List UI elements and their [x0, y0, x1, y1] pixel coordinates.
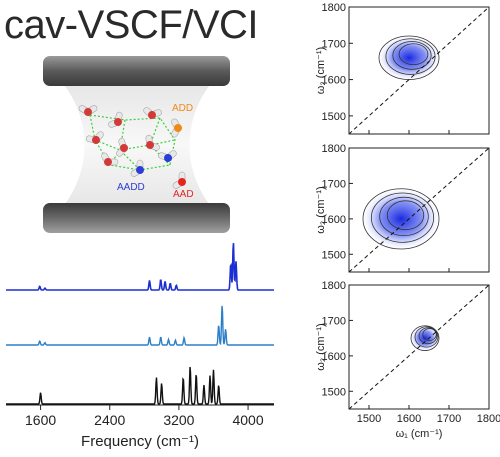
- spectra-x-tick-label: 4000: [232, 412, 263, 428]
- y-tick-label: 1500: [322, 249, 346, 261]
- y-axis-label: ω₂ (cm⁻¹): [315, 47, 327, 94]
- y-axis-label: ω₂ (cm⁻¹): [315, 323, 327, 370]
- contour-line: [414, 326, 439, 348]
- figure-title: cav-VSCF/VCI: [4, 3, 259, 47]
- add-label: ADD: [172, 103, 193, 114]
- spectra-x-tick-label: 3200: [163, 412, 194, 428]
- bottom-mirror: [43, 203, 230, 233]
- cavity-field: [62, 82, 212, 208]
- water-molecule: [85, 131, 104, 144]
- contour-line: [362, 188, 440, 250]
- spectra-x-tick-label: 2400: [94, 412, 125, 428]
- water-molecule: [108, 111, 123, 128]
- water-molecules: [78, 105, 186, 189]
- y-tick-label: 1800: [322, 143, 346, 155]
- spectrum-line-3: [6, 366, 274, 405]
- panel-frame: [348, 284, 490, 410]
- contour-line: [370, 192, 435, 243]
- aad-label: AAD: [173, 189, 194, 200]
- water-molecule: [171, 118, 182, 138]
- water-molecule: [145, 134, 160, 151]
- panel-frame: [348, 6, 490, 135]
- spectrum-line-2: [6, 305, 274, 346]
- ir-spectra: 1600 2400 3200 4000 Frequency (cm⁻¹): [6, 243, 274, 450]
- contour-line: [378, 35, 440, 80]
- contour-line: [379, 196, 429, 237]
- contour-line: [398, 43, 429, 66]
- y-tick-label: 1700: [322, 178, 346, 190]
- two-d-ir-panel-1: 1500 1600 1700 1800 ω₂ (cm⁻¹): [315, 2, 490, 135]
- water-molecule: [78, 105, 98, 116]
- aadd-label: AADD: [117, 182, 145, 193]
- contour-line: [422, 328, 437, 341]
- water-molecule: [158, 150, 177, 162]
- y-tick-label: 1600: [322, 351, 346, 363]
- y-tick-label: 1800: [322, 2, 346, 14]
- y-tick-label: 1600: [322, 75, 346, 87]
- cavity-illustration: ADD AADD AAD: [43, 56, 230, 233]
- x-tick-label: 1600: [397, 413, 421, 425]
- y-tick-label: 1500: [322, 111, 346, 123]
- top-mirror: [43, 56, 230, 86]
- diagonal-line: [349, 285, 489, 409]
- contour-line: [386, 200, 425, 231]
- y-tick-label: 1700: [322, 38, 346, 50]
- x-tick-label: 1800: [477, 413, 500, 425]
- spectra-x-tick-label: 1600: [25, 412, 56, 428]
- y-tick-label: 1700: [322, 315, 346, 327]
- contour-line: [392, 41, 432, 70]
- y-tick-label: 1500: [322, 386, 346, 398]
- panel-frame: [348, 147, 490, 273]
- two-d-ir-intensity: [363, 188, 439, 249]
- x-axis-label: ω₁ (cm⁻¹): [396, 428, 443, 440]
- two-d-ir-panels: 1500 1600 1700 1800 ω₂ (cm⁻¹) 1500 1600 1700 180…: [315, 2, 500, 440]
- diagonal-line: [349, 148, 489, 272]
- y-tick-label: 1600: [322, 214, 346, 226]
- spectrum-line-1: [6, 243, 274, 291]
- x-tick-label: 1500: [357, 413, 381, 425]
- diagonal-line: [349, 7, 489, 134]
- two-d-ir-panel-2: 1500 1600 1700 1800 ω₂ (cm⁻¹): [315, 143, 490, 273]
- contour-line: [418, 327, 438, 345]
- contour-line: [385, 38, 436, 75]
- spectra-x-axis-label: Frequency (cm⁻¹): [81, 433, 199, 450]
- water-molecule: [143, 107, 162, 119]
- water-molecule: [101, 152, 119, 166]
- x-tick-label: 1700: [437, 413, 461, 425]
- contour-line: [410, 325, 440, 351]
- water-molecule: [116, 138, 128, 157]
- two-d-ir-panel-3: 1500 1600 1700 1800 1500 1600 1700 1800 ω₂ (cm⁻¹…: [315, 280, 500, 440]
- water-molecule: [172, 171, 186, 189]
- water-molecule: [130, 159, 144, 177]
- y-axis-label: ω₂ (cm⁻¹): [315, 186, 327, 233]
- y-tick-label: 1800: [322, 280, 346, 292]
- two-d-ir-intensity: [411, 325, 439, 351]
